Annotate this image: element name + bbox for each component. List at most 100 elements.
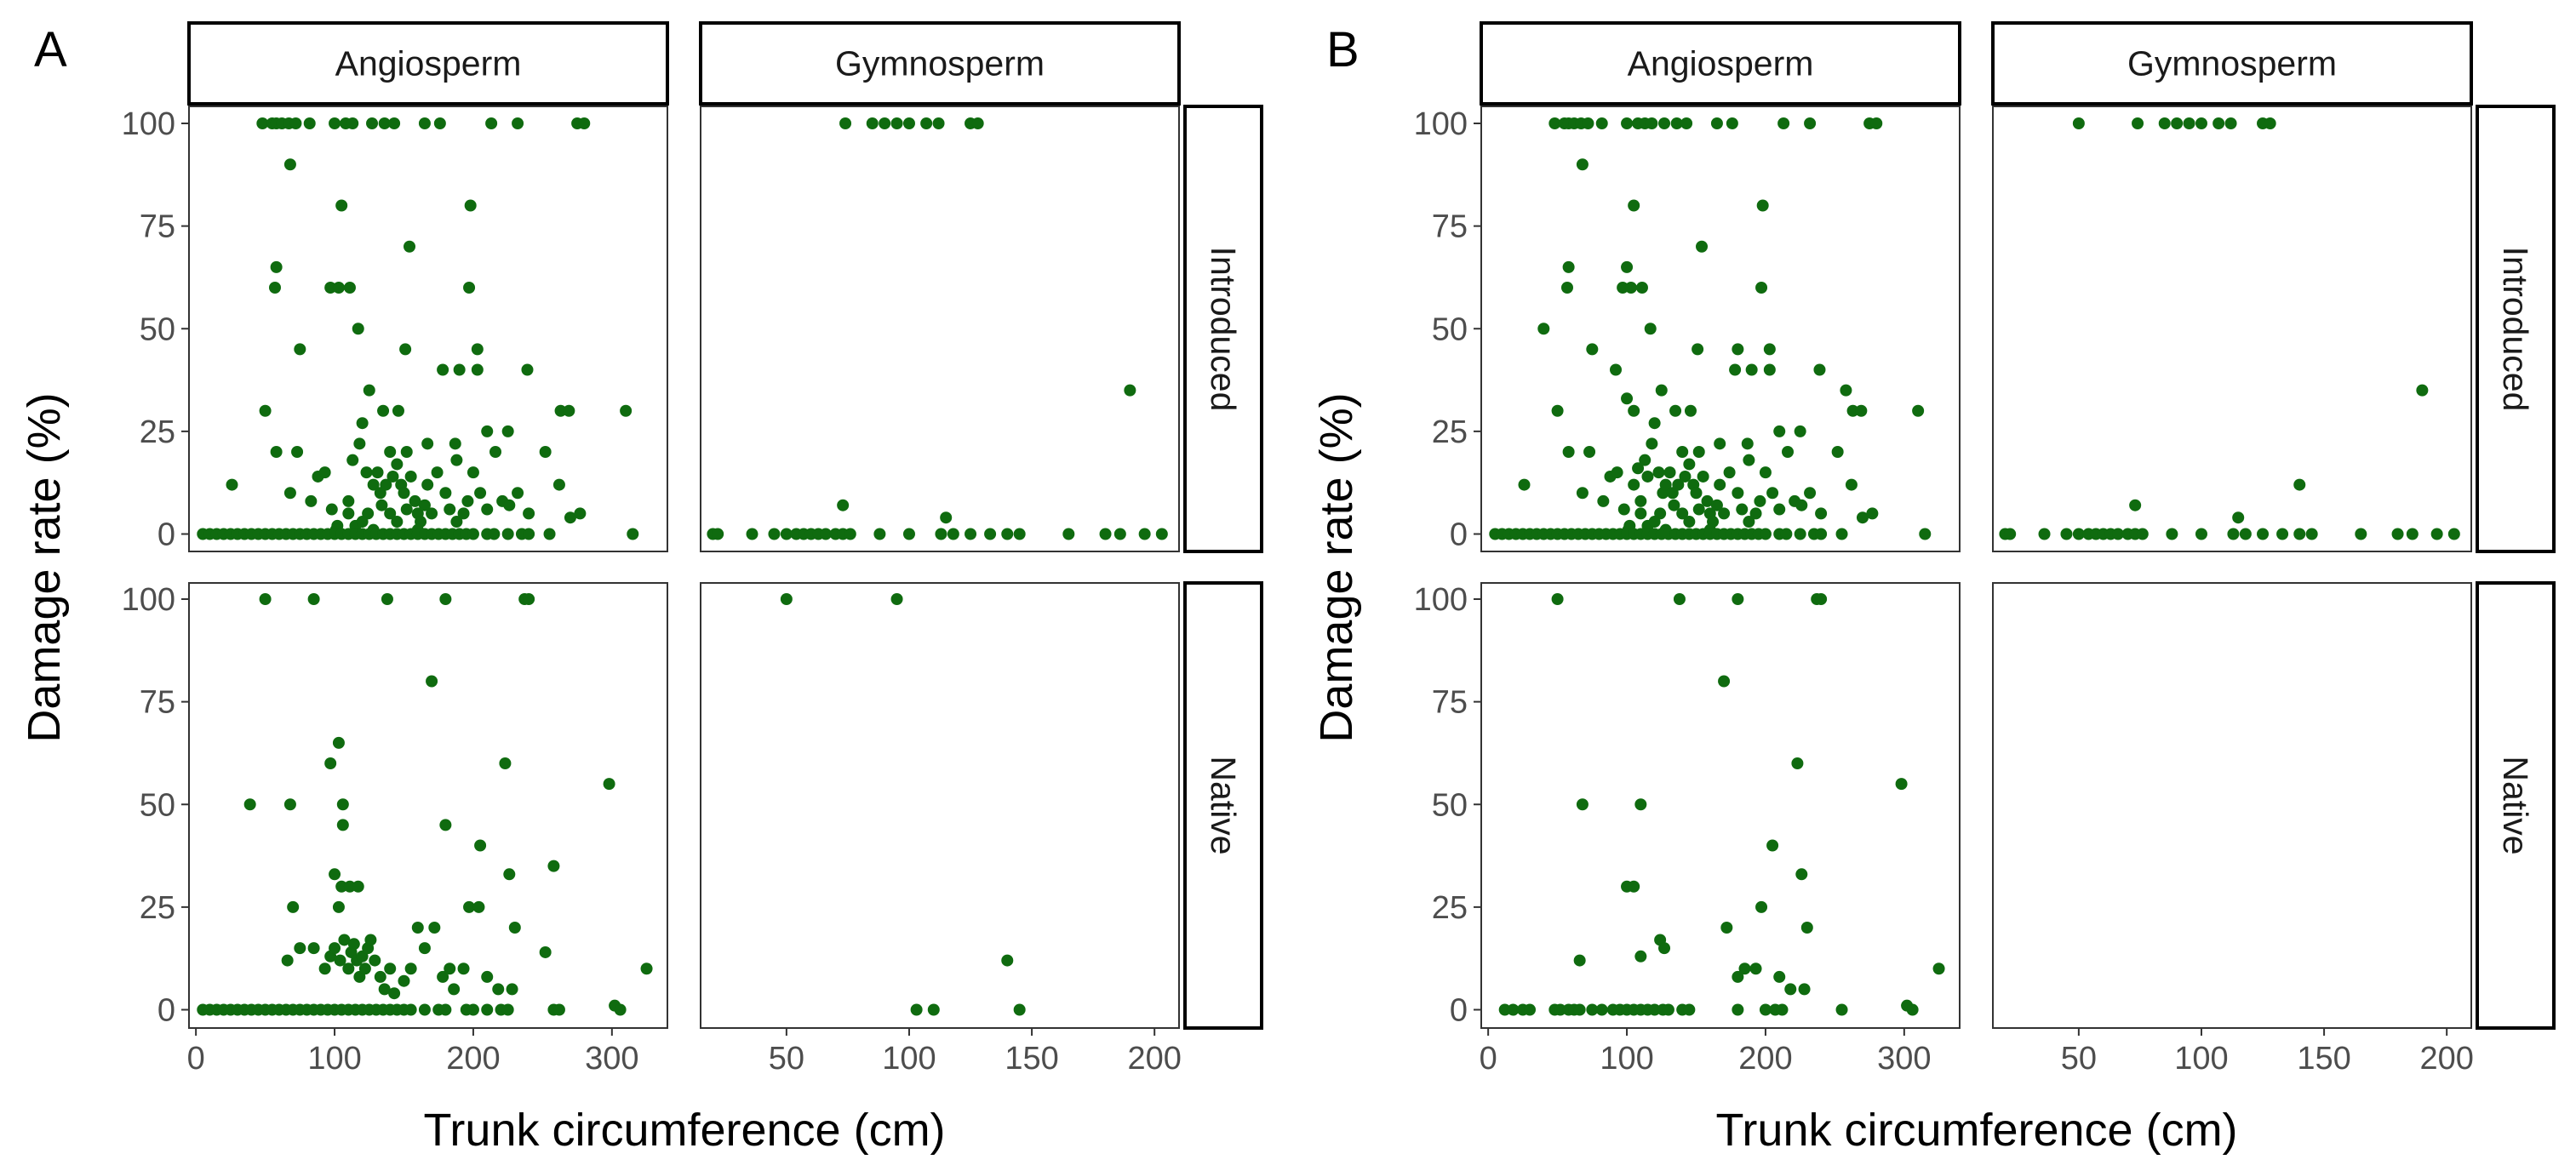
data-point [1672,478,1685,491]
x-tick-label: 200 [2419,1041,2473,1077]
data-point [375,499,388,511]
data-point [467,528,479,540]
data-point [439,1003,452,1016]
data-point [463,282,476,294]
data-point [1795,868,1808,881]
data-point [1780,528,1793,540]
data-point [984,528,997,540]
y-tick-label: 50 [1432,787,1468,823]
column-strip [699,21,1181,106]
data-point [1013,1003,1026,1016]
data-point [1669,404,1682,417]
data-point [1919,528,1932,540]
data-point [620,404,633,417]
data-point [1684,404,1697,417]
data-point [2232,511,2245,524]
data-point [472,900,485,913]
data-point [226,478,238,491]
data-point [1628,880,1640,893]
y-tick-label: 50 [140,787,175,823]
data-point [1634,798,1647,811]
data-point [384,446,397,458]
data-point [1621,392,1634,405]
data-point [1562,260,1575,273]
data-point [1732,1003,1744,1016]
data-point [418,942,431,955]
y-tick-label: 0 [1450,993,1468,1029]
y-tick-label: 75 [140,209,175,245]
facet-gymnosperm-native: 50 100 150 200 [700,582,1182,1077]
data-point [1723,466,1736,479]
data-point [409,494,421,507]
y-tick-label: 100 [1414,582,1468,618]
data-point [318,466,331,479]
x-tick-label: 200 [1127,1041,1181,1077]
data-point [1663,466,1676,479]
data-point [1662,1003,1674,1016]
data-point [1800,922,1813,934]
data-point [488,528,501,540]
data-point [2391,528,2404,540]
data-point [474,487,487,500]
data-point [1001,954,1014,967]
data-point [1586,1003,1599,1016]
data-point [305,494,318,507]
data-point [780,528,793,540]
data-point [380,478,392,491]
data-point [521,363,534,376]
data-point [879,117,891,129]
data-point [1754,494,1766,507]
data-point [270,446,283,458]
facet-frame [1480,582,1961,1029]
data-point [1507,1003,1520,1016]
data-point [508,922,521,934]
data-point [1749,507,1762,520]
data-point [307,942,320,955]
data-point [1720,922,1733,934]
data-point [356,516,369,528]
data-point [539,446,552,458]
data-point [461,494,474,507]
data-point [1062,528,1075,540]
data-point [369,954,381,967]
data-point [457,963,470,975]
data-point [2072,528,2085,540]
data-point [400,446,413,458]
data-point [837,499,850,511]
data-point [746,528,758,540]
data-point [2212,117,2225,129]
data-point [332,900,345,913]
data-point [640,963,653,975]
data-point [1696,240,1709,253]
data-point [1676,446,1689,458]
data-point [270,260,283,273]
data-point [1634,494,1647,507]
data-point [1537,323,1550,335]
panel-tag: B [1326,22,1360,77]
column-strip-label: Angiosperm [335,44,522,83]
data-point [1155,528,1168,540]
data-point [1759,528,1772,540]
data-point [574,507,587,520]
data-point [404,240,416,253]
data-point [2158,117,2171,129]
data-point [819,528,832,540]
data-point [489,446,502,458]
data-point [1634,507,1647,520]
data-point [1013,528,1026,540]
data-point [388,117,401,129]
facet-gymnosperm-introduced [700,106,1180,552]
data-point [1798,983,1811,996]
data-point [1582,117,1594,129]
data-point [1573,1003,1586,1016]
data-point [2293,528,2306,540]
data-point [1683,1003,1696,1016]
data-point [426,675,438,688]
data-point [2183,117,2195,129]
data-point [1773,970,1786,983]
y-axis-title: Damage rate (%) [19,392,70,742]
data-point [1635,282,1648,294]
data-point [554,404,567,417]
data-point [1617,282,1629,294]
data-point [1632,462,1645,475]
